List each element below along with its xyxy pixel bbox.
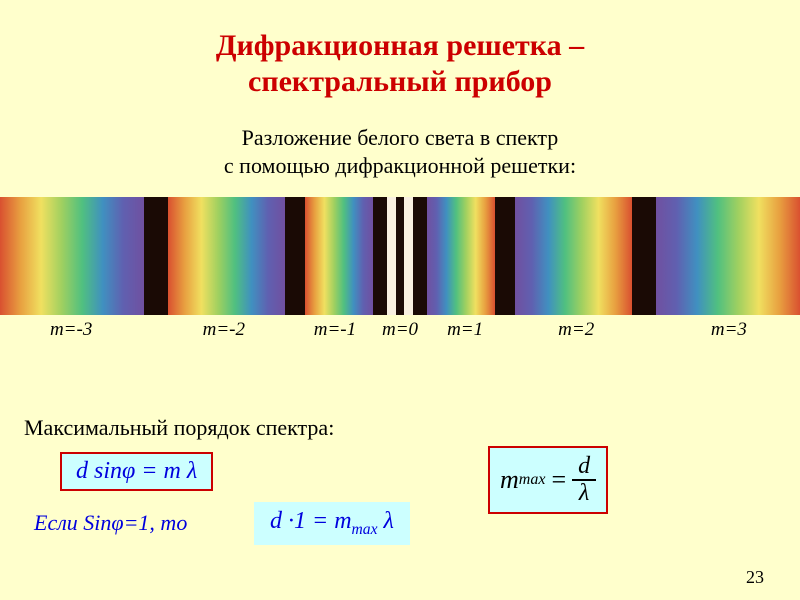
spectrum-segment bbox=[0, 197, 144, 315]
spectrum-segment bbox=[413, 197, 426, 315]
order-label: m=3 bbox=[658, 319, 800, 341]
formula-mmax-lambda: d ·1 = mmax λ bbox=[254, 502, 410, 545]
spectrum-segment bbox=[387, 197, 396, 315]
formula2-pre: d ·1 = m bbox=[270, 508, 352, 534]
formula-d-sinphi: d sinφ = m λ bbox=[60, 452, 213, 491]
order-label: m=-1 bbox=[301, 319, 369, 341]
mmax-fraction: d λ bbox=[572, 454, 596, 506]
spectrum-segment bbox=[404, 197, 413, 315]
order-label: m=2 bbox=[519, 319, 634, 341]
subtitle-block: Разложение белого света в спектр с помощ… bbox=[0, 124, 800, 179]
order-label: m=-2 bbox=[166, 319, 281, 341]
spectrum-segment bbox=[515, 197, 631, 315]
page-number: 23 bbox=[746, 567, 764, 588]
spectrum-strip bbox=[0, 197, 800, 315]
spectrum-segment bbox=[144, 197, 168, 315]
condition-note: Если Sinφ=1, то bbox=[34, 510, 187, 536]
formula-mmax-fraction: mmax = d λ bbox=[488, 446, 608, 514]
spectrum-segment bbox=[168, 197, 284, 315]
note-text: Если Sinφ=1, то bbox=[34, 510, 187, 535]
subtitle-line-1: Разложение белого света в спектр bbox=[0, 124, 800, 152]
mmax-num: d bbox=[572, 454, 596, 479]
spectrum-segment bbox=[632, 197, 656, 315]
order-label: m=-3 bbox=[0, 319, 142, 341]
spectrum-segment bbox=[285, 197, 305, 315]
spectrum-segment bbox=[396, 197, 405, 315]
mmax-den: λ bbox=[573, 481, 595, 506]
spectrum-segment bbox=[656, 197, 800, 315]
formula2-sub: max bbox=[352, 521, 378, 538]
max-order-label: Максимальный порядок спектра: bbox=[24, 415, 776, 441]
spectrum-segment bbox=[305, 197, 374, 315]
mmax-m: m bbox=[500, 465, 519, 495]
title-line-2: спектральный прибор bbox=[0, 64, 800, 100]
spectrum-diagram: m=-3 m=-2 m=-1 m=0 m=1 m=2 m=3 bbox=[0, 197, 800, 341]
spectrum-segment bbox=[495, 197, 515, 315]
bottom-area: Максимальный порядок спектра: bbox=[0, 415, 800, 441]
order-label: m=0 bbox=[382, 319, 418, 341]
title-block: Дифракционная решетка – спектральный при… bbox=[0, 0, 800, 100]
formula2-post: λ bbox=[378, 508, 394, 534]
spectrum-segment bbox=[373, 197, 386, 315]
order-label: m=1 bbox=[431, 319, 499, 341]
title-line-1: Дифракционная решетка – bbox=[0, 28, 800, 64]
formula1-text: d sinφ = m λ bbox=[76, 458, 197, 484]
spectrum-labels: m=-3 m=-2 m=-1 m=0 m=1 m=2 m=3 bbox=[0, 315, 800, 341]
mmax-sub: max bbox=[519, 471, 546, 489]
subtitle-line-2: с помощью дифракционной решетки: bbox=[0, 152, 800, 180]
mmax-eq: = bbox=[551, 465, 566, 495]
spectrum-segment bbox=[427, 197, 496, 315]
